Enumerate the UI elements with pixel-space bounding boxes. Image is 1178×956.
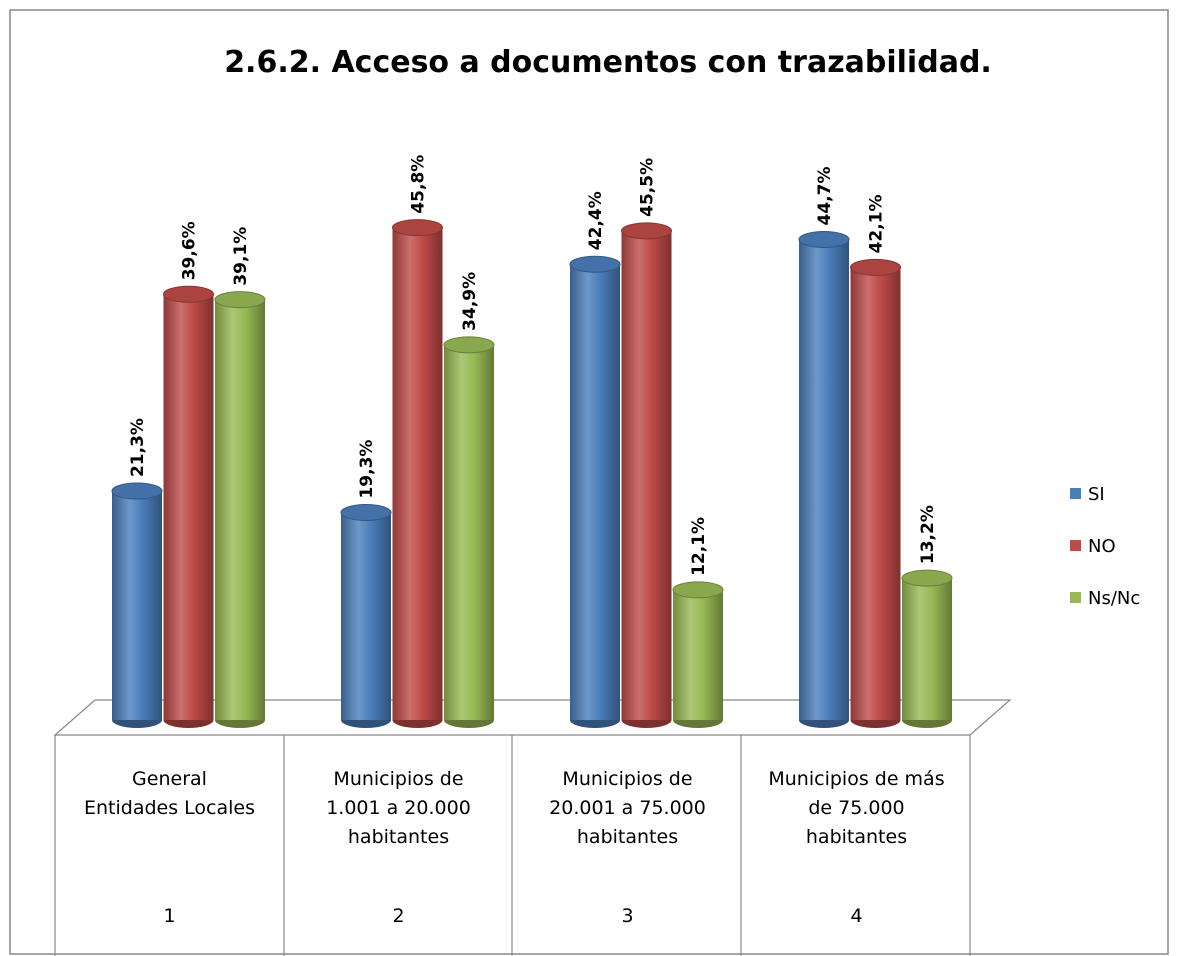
bar-top <box>850 258 901 276</box>
legend-swatch <box>1070 592 1081 603</box>
category-grid <box>54 735 971 956</box>
data-label: 44,7% <box>815 166 835 225</box>
bar <box>444 344 494 720</box>
bar-top <box>672 581 724 599</box>
data-label: 45,5% <box>638 158 658 217</box>
bar-top <box>901 569 953 587</box>
bar-top <box>392 219 443 237</box>
bar <box>215 299 265 720</box>
chart-title: 2.6.2. Acceso a documentos con trazabili… <box>224 45 992 80</box>
bar-top <box>569 255 621 273</box>
floor <box>53 699 1012 736</box>
bar <box>341 512 391 720</box>
x-tick-label: Municipios de 20.001 a 75.000 habitantes <box>549 768 706 848</box>
x-tick-label: Municipios de más de 75.000 habitantes <box>768 768 944 848</box>
category-number: 4 <box>850 905 862 927</box>
bar-top <box>443 336 495 354</box>
x-tick-label: Municipios de 1.001 a 20.000 habitantes <box>326 768 471 848</box>
legend-label: Ns/Nc <box>1088 588 1140 609</box>
bar <box>799 239 849 720</box>
bar <box>621 230 672 720</box>
bar-top <box>214 291 266 309</box>
data-label: 39,6% <box>180 221 200 280</box>
data-label: 45,8% <box>409 155 429 214</box>
bar <box>163 294 214 720</box>
legend-label: NO <box>1088 536 1116 557</box>
category-number: 1 <box>163 905 175 927</box>
bar <box>392 227 443 720</box>
legend-label: SI <box>1088 484 1105 505</box>
bar <box>112 491 162 720</box>
legend-swatch <box>1070 540 1081 551</box>
bar <box>673 589 723 720</box>
x-tick-label: General Entidades Locales <box>84 768 255 819</box>
category-number: 2 <box>392 905 404 927</box>
data-label: 12,1% <box>689 517 709 576</box>
data-label: 39,1% <box>231 227 251 286</box>
data-label: 42,1% <box>867 194 887 253</box>
bar-top <box>340 504 392 522</box>
data-label: 42,4% <box>586 191 606 250</box>
bar-top <box>111 482 163 500</box>
bar <box>850 267 901 720</box>
legend-swatch <box>1070 488 1081 499</box>
data-label: 21,3% <box>128 418 148 477</box>
category-number: 3 <box>621 905 633 927</box>
bar <box>570 264 620 720</box>
data-label: 34,9% <box>460 272 480 331</box>
bar-top <box>163 285 214 303</box>
data-label: 19,3% <box>357 440 377 499</box>
bar <box>902 578 952 720</box>
data-label: 13,2% <box>918 505 938 564</box>
bar-top <box>798 230 850 248</box>
bar-top <box>621 222 672 240</box>
